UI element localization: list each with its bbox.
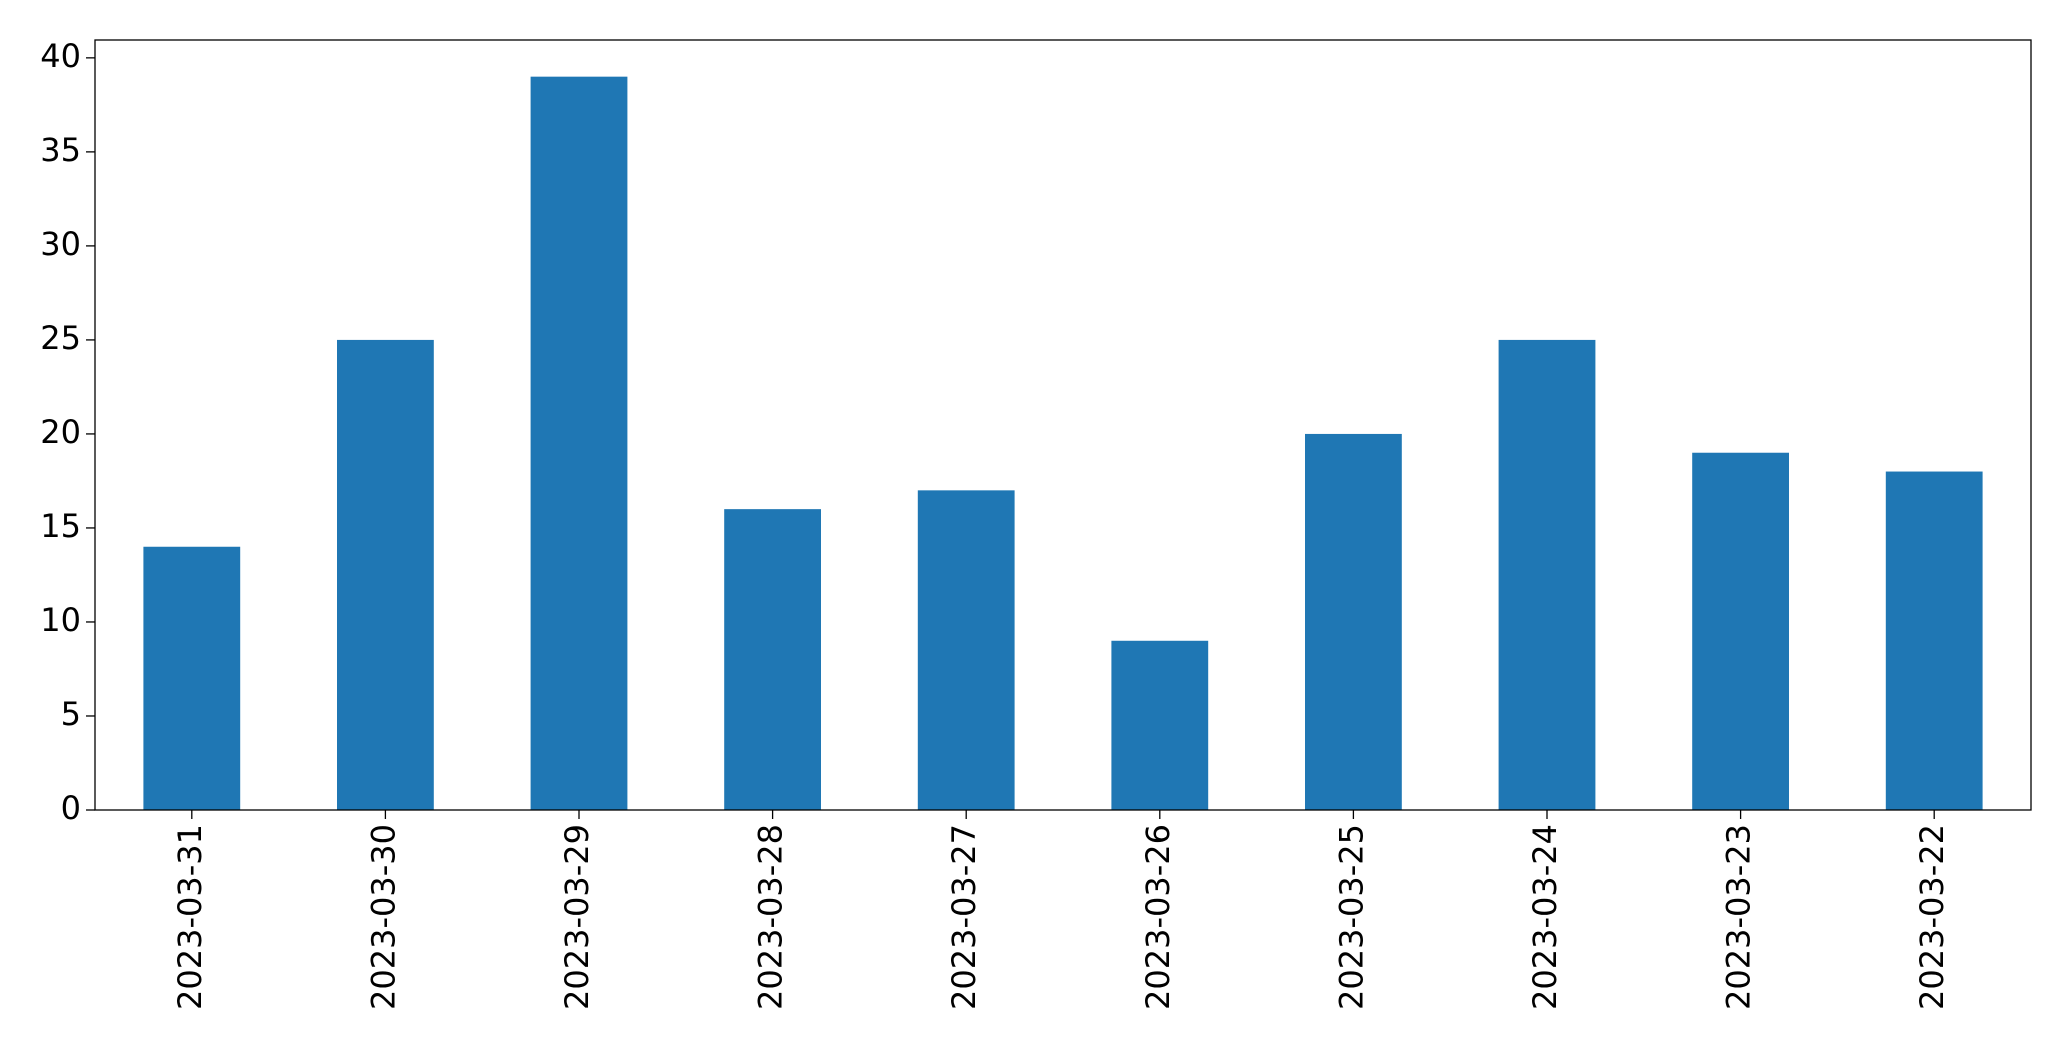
bar <box>1111 640 1209 810</box>
x-tick-label: 2023-03-28 <box>752 824 790 1010</box>
y-tick-label: 15 <box>40 507 81 545</box>
x-tick-label: 2023-03-26 <box>1139 824 1177 1010</box>
y-tick-label: 35 <box>40 131 81 169</box>
x-tick-label: 2023-03-25 <box>1332 824 1370 1010</box>
y-tick-label: 25 <box>40 319 81 357</box>
bar <box>143 546 241 810</box>
y-tick-label: 30 <box>40 225 81 263</box>
x-tick-label: 2023-03-29 <box>558 824 596 1010</box>
y-tick-label: 10 <box>40 601 81 639</box>
x-tick-label: 2023-03-30 <box>364 824 402 1010</box>
y-tick-label: 20 <box>40 413 81 451</box>
bar <box>724 509 821 810</box>
y-tick-label: 0 <box>61 789 81 827</box>
bar <box>917 490 1015 810</box>
y-tick-label: 5 <box>61 695 81 733</box>
bar <box>1885 471 1983 810</box>
bar <box>530 76 628 810</box>
y-tick-label: 40 <box>40 37 81 75</box>
x-tick-label: 2023-03-31 <box>171 824 209 1010</box>
bar <box>337 339 434 810</box>
x-tick-label: 2023-03-24 <box>1526 824 1564 1010</box>
plot-frame <box>94 39 2032 811</box>
x-tick-label: 2023-03-23 <box>1720 824 1758 1010</box>
x-tick-label: 2023-03-27 <box>945 824 983 1010</box>
x-tick-label: 2023-03-22 <box>1913 824 1951 1010</box>
bar <box>1305 433 1402 810</box>
bar <box>1498 339 1596 810</box>
bar <box>1692 452 1789 810</box>
